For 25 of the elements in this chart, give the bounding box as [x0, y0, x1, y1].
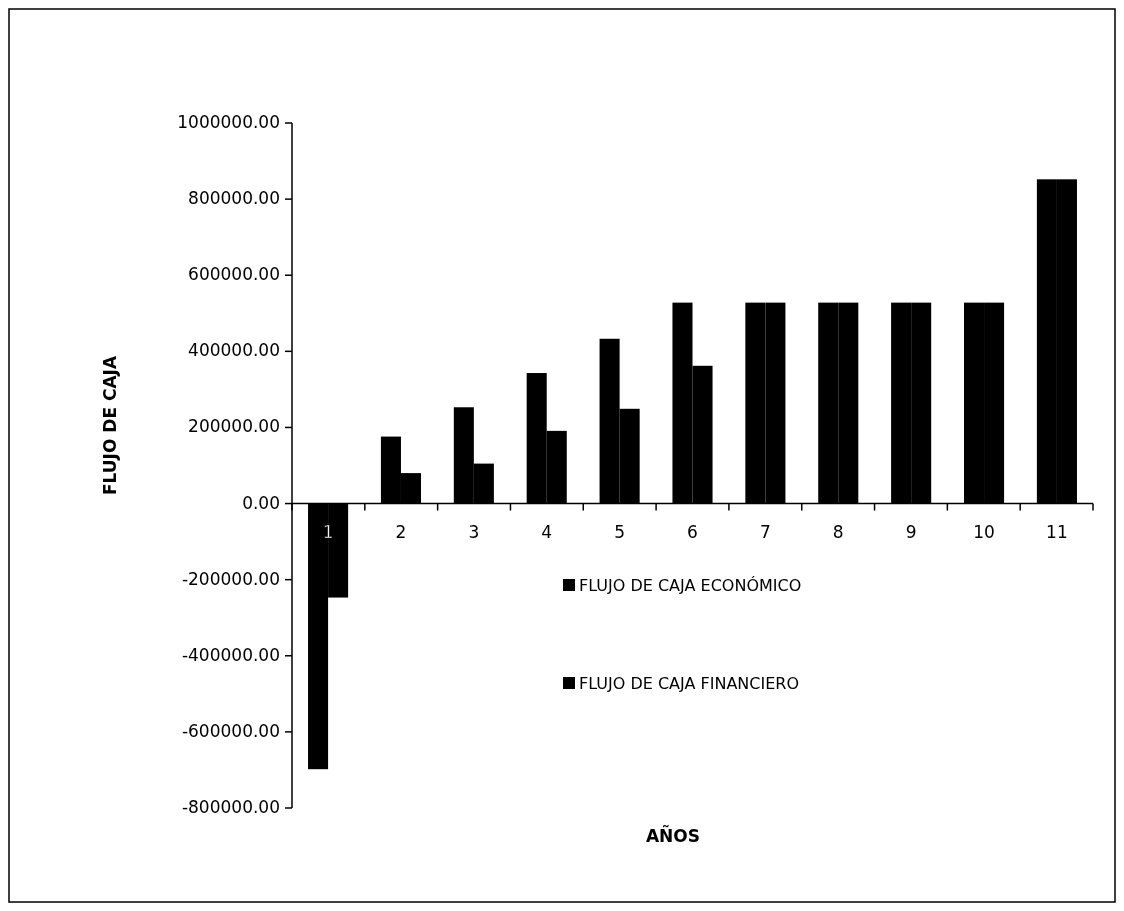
- legend-label: FLUJO DE CAJA ECONÓMICO: [579, 575, 802, 595]
- legend-label: FLUJO DE CAJA FINANCIERO: [579, 673, 800, 693]
- x-tick-label: 10: [973, 521, 995, 542]
- x-tick-label: 7: [759, 521, 771, 542]
- y-tick-label: 1000000.00: [177, 112, 280, 132]
- x-tick-label: 4: [541, 521, 553, 542]
- x-tick-label: 9: [905, 521, 917, 542]
- y-tick-label: 200000.00: [188, 416, 280, 437]
- y-tick-label: -600000.00: [181, 720, 280, 741]
- y-axis-title: FLUJO DE CAJA: [100, 355, 120, 496]
- y-tick-label: 400000.00: [188, 340, 280, 361]
- y-tick-label: 0.00: [242, 492, 280, 513]
- y-tick-label: 600000.00: [188, 264, 280, 285]
- x-tick-label: 5: [614, 521, 626, 542]
- x-axis-title: AÑOS: [645, 824, 701, 846]
- y-tick-label: -800000.00: [181, 797, 280, 817]
- y-tick-label: -200000.00: [181, 568, 280, 589]
- x-tick-label: 6: [687, 521, 698, 542]
- y-tick-label: -400000.00: [181, 644, 280, 665]
- x-tick-label: 11: [1046, 521, 1068, 542]
- x-tick-label: 1: [322, 521, 334, 542]
- x-tick-label: 2: [395, 521, 407, 542]
- x-tick-label: 8: [832, 521, 844, 542]
- x-tick-label: 3: [468, 521, 480, 542]
- y-tick-label: 800000.00: [188, 188, 280, 209]
